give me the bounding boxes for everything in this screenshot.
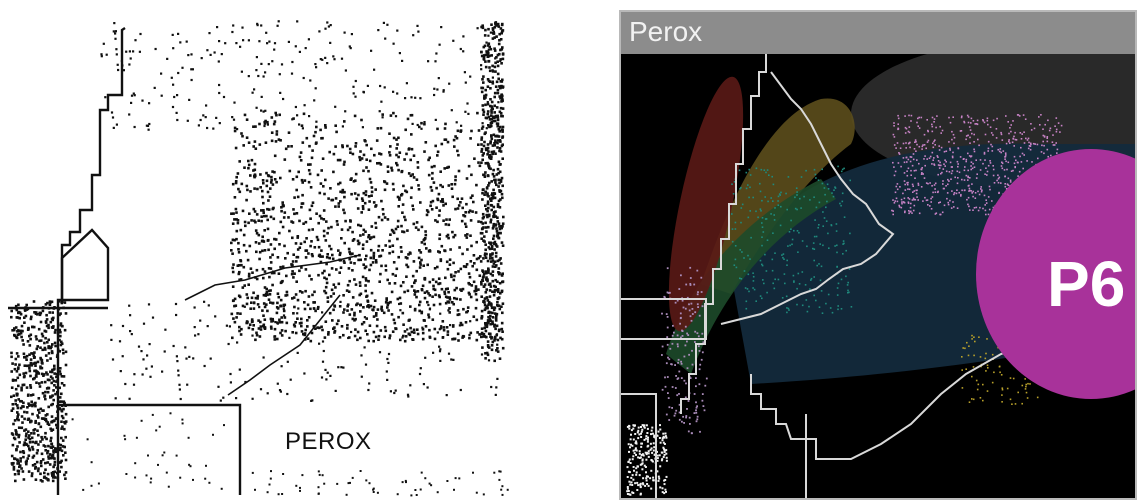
perox-axis-label: PEROX	[285, 428, 372, 455]
green-region	[666, 179, 836, 374]
red-region	[668, 76, 744, 332]
right-panel-title: Perox	[629, 16, 703, 47]
left-gate-diagonal	[184, 254, 361, 301]
right-gate-lower	[750, 328, 1092, 460]
left-gate-lines	[8, 27, 361, 495]
right-gate-staircase	[680, 54, 767, 414]
left-gate-outline	[56, 27, 242, 495]
right-gate-lines	[621, 54, 1092, 498]
right-gate-base	[621, 393, 657, 498]
left-scatter-panel: PEROX	[0, 0, 520, 500]
p6-cluster-label: P6	[1047, 248, 1126, 320]
left-scatter-plot	[8, 20, 509, 497]
right-title-bar: Perox	[621, 12, 1135, 54]
right-cytogram-panel: Perox P6	[619, 10, 1137, 500]
left-gate-triangle	[60, 228, 110, 302]
right-gate-inner	[720, 71, 895, 325]
left-scatter-points	[10, 20, 509, 497]
right-cytogram-plot	[621, 54, 1135, 498]
right-gate-box	[621, 298, 707, 340]
left-gate-lower-diagonal	[227, 294, 341, 396]
p6-cluster	[976, 149, 1135, 399]
